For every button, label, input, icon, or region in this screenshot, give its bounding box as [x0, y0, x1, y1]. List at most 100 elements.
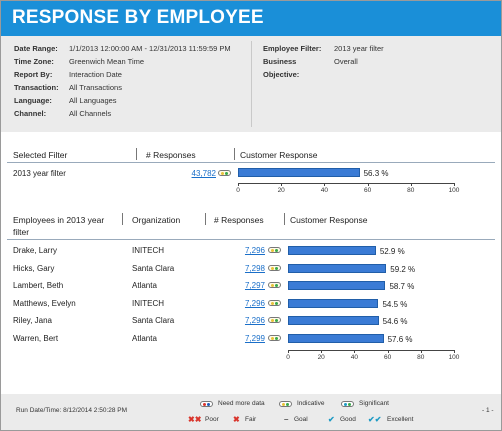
employee-responses-link[interactable]: 7,297: [244, 281, 265, 291]
chart-tick-label: 40: [350, 354, 358, 361]
legend-need-more-data: Need more data: [218, 400, 265, 407]
header-responses: # Responses: [214, 215, 264, 225]
header-responses: # Responses: [146, 150, 196, 160]
chart-bar: [288, 246, 376, 255]
legend-good: Good: [340, 416, 356, 423]
report-footer: Run Date/Time: 8/12/2014 2:50:28 PM - 1 …: [1, 394, 501, 430]
employee-organization: Santa Clara: [132, 316, 175, 326]
employee-responses-link[interactable]: 7,299: [244, 334, 265, 343]
chart-tick-label: 100: [448, 354, 460, 361]
chart-tick-label: 20: [277, 187, 285, 194]
report-title-bar: RESPONSE BY EMPLOYEE: [1, 1, 501, 36]
chart-data-label: 59.2 %: [390, 264, 416, 274]
chart-data-label: 58.7 %: [389, 282, 415, 292]
employee-organization: INITECH: [132, 298, 164, 308]
chart-tick-label: 80: [417, 354, 425, 361]
poor-icon: ✖✖: [188, 415, 202, 424]
filter-row-name: 2013 year filter: [13, 169, 66, 178]
significance-indicator-icon: [268, 335, 281, 341]
significant-icon: [341, 401, 354, 407]
chart-axis-tick: [281, 183, 283, 186]
significance-indicator-icon: [268, 282, 281, 289]
legend-goal: Goal: [294, 416, 308, 423]
report-title: RESPONSE BY EMPLOYEE: [12, 7, 264, 28]
chart-axis-tick: [454, 350, 455, 353]
header-separator: [136, 148, 137, 160]
significance-indicator-icon: [268, 264, 281, 271]
chart-tick-label: 0: [236, 187, 240, 194]
chart-tick-label: 20: [317, 354, 325, 361]
chart-bar: [238, 168, 360, 177]
header-employees: Employees in 2013 year: [13, 215, 105, 225]
chart-x-axis: [238, 183, 454, 184]
chart-data-label: 57.6 %: [387, 335, 413, 344]
employee-organization: Santa Clara: [132, 263, 175, 273]
chart-tick-label: 0: [286, 354, 290, 361]
header-employees-line2: filter: [13, 227, 30, 237]
page-number: - 1 -: [482, 407, 494, 414]
employee-responses-link[interactable]: 7,298: [244, 263, 265, 273]
chart-data-label: 52.9 %: [379, 247, 405, 256]
indicative-icon: [279, 401, 292, 407]
header-separator: [122, 213, 123, 225]
employee-responses-link[interactable]: 7,296: [244, 298, 265, 308]
header-organization: Organization: [132, 215, 181, 225]
chart-bar: [288, 316, 379, 326]
chart-tick-label: 80: [407, 187, 415, 194]
chart-bar: [288, 334, 384, 343]
chart-tick-label: 60: [363, 187, 372, 194]
employee-organization: INITECH: [132, 246, 164, 255]
header-separator: [234, 148, 235, 160]
header-customer-response: Customer Response: [240, 150, 318, 160]
chart-axis-tick: [354, 350, 356, 353]
chart-tick-label: 100: [448, 187, 460, 194]
filter-row-responses-link[interactable]: 43,782: [191, 169, 216, 178]
need-more-data-icon: [200, 401, 213, 407]
significance-indicator-icon: [218, 170, 231, 176]
chart-x-axis: [288, 350, 454, 351]
employee-organization: Atlanta: [132, 334, 157, 343]
legend-excellent: Excellent: [387, 416, 414, 423]
employee-organization: Atlanta: [132, 281, 157, 291]
chart-bar: [288, 263, 387, 273]
employee-name: Riley, Jana: [13, 316, 52, 326]
chart-data-label: 54.5 %: [382, 299, 408, 309]
chart-axis-tick: [410, 183, 412, 186]
excellent-icon: ✔✔: [368, 415, 382, 424]
fair-icon: ✖: [233, 415, 240, 424]
goal-icon: –: [284, 415, 289, 424]
header-selected-filter: Selected Filter: [13, 150, 68, 160]
chart-axis-tick: [238, 183, 239, 186]
parameters-divider: [251, 41, 252, 127]
chart-tick-label: 60: [383, 354, 392, 361]
chart-axis-tick: [288, 350, 289, 353]
significance-indicator-icon: [268, 317, 281, 324]
employee-name: Lambert, Beth: [13, 281, 64, 291]
employee-responses-link[interactable]: 7,296: [244, 316, 265, 326]
chart-bar: [288, 281, 386, 291]
chart-data-label: 56.3 %: [363, 169, 389, 178]
chart-tick-label: 40: [320, 187, 328, 194]
header-separator: [284, 213, 285, 225]
legend-significant: Significant: [359, 400, 389, 407]
chart-axis-tick: [367, 183, 369, 186]
employee-name: Warren, Bert: [13, 334, 59, 343]
employee-name: Drake, Larry: [13, 246, 58, 255]
header-underline: [7, 239, 495, 240]
chart-axis-tick: [324, 183, 326, 186]
chart-axis-tick: [321, 350, 323, 353]
employee-responses-link[interactable]: 7,296: [244, 246, 265, 255]
header-customer-response: Customer Response: [290, 215, 368, 225]
chart-axis-tick: [387, 350, 389, 353]
good-icon: ✔: [328, 415, 335, 424]
significance-indicator-icon: [268, 247, 281, 253]
chart-bar: [288, 298, 379, 308]
legend-fair: Fair: [245, 416, 257, 423]
header-underline: [7, 162, 495, 163]
chart-axis-tick: [454, 183, 455, 186]
chart-axis-tick: [420, 350, 422, 353]
legend-poor: Poor: [205, 416, 219, 423]
legend-indicative: Indicative: [297, 400, 325, 407]
significance-indicator-icon: [268, 299, 281, 306]
employee-name: Matthews, Evelyn: [13, 298, 76, 308]
